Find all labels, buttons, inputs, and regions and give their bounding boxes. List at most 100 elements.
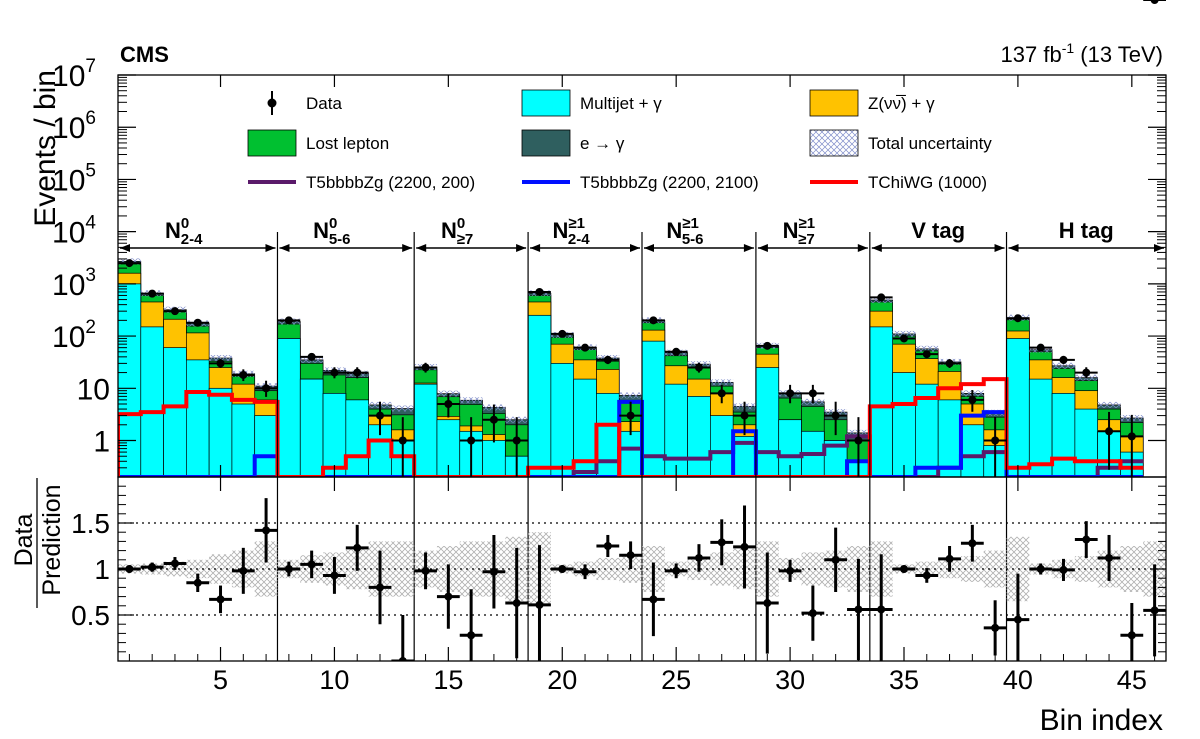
multijet-bar bbox=[527, 314, 552, 477]
multijet-bar bbox=[709, 415, 734, 477]
data-point bbox=[945, 359, 954, 368]
ratio-point bbox=[444, 592, 453, 601]
uncertainty-hatch bbox=[619, 392, 642, 399]
legend-label: e → γ bbox=[580, 134, 625, 153]
y-tick-label: 102 bbox=[52, 317, 96, 354]
multijet-bar bbox=[254, 415, 278, 477]
ratio-y-tick-label: 1 bbox=[94, 554, 110, 585]
data-point bbox=[239, 370, 248, 379]
region-arrow-head-right bbox=[857, 244, 868, 252]
data-point bbox=[808, 389, 817, 398]
legend-swatch-lostlep bbox=[247, 129, 297, 157]
x-tick-label: 45 bbox=[1117, 665, 1147, 695]
data-point bbox=[991, 436, 1000, 445]
region-label: N≥1 ≥7 bbox=[783, 215, 815, 248]
data-point bbox=[1105, 427, 1114, 436]
y-tick-label: 107 bbox=[52, 56, 96, 93]
data-point bbox=[193, 318, 202, 327]
ratio-point bbox=[1150, 606, 1159, 615]
region-label: N≥1 5-6 bbox=[666, 215, 703, 248]
multijet-bar bbox=[892, 372, 916, 477]
data-point bbox=[1036, 343, 1045, 352]
ratio-y-axis-title-num: Data bbox=[10, 514, 38, 567]
legend-label: T5bbbbZg (2200, 200) bbox=[306, 173, 475, 192]
uncertainty-hatch bbox=[1097, 401, 1121, 408]
data-point bbox=[262, 384, 271, 393]
multijet-bar bbox=[1051, 392, 1076, 477]
region-label: H tag bbox=[1059, 218, 1114, 243]
ratio-point bbox=[284, 565, 293, 573]
ratio-point bbox=[717, 538, 726, 547]
data-point bbox=[307, 352, 316, 361]
multijet-bar bbox=[208, 387, 233, 477]
ratio-band-bin bbox=[254, 541, 278, 597]
ratio-point bbox=[216, 595, 225, 604]
region-label: N0 5-6 bbox=[313, 215, 350, 248]
data-point bbox=[535, 287, 544, 296]
multijet-bar bbox=[823, 440, 848, 477]
multijet-bar bbox=[345, 399, 369, 477]
data-point bbox=[1150, 0, 1159, 4]
data-point bbox=[626, 411, 635, 420]
ratio-point bbox=[877, 605, 886, 614]
region-arrow-head-right bbox=[630, 244, 640, 252]
ratio-band-bin bbox=[596, 557, 620, 581]
legend-label: Data bbox=[306, 94, 342, 113]
ratio-point bbox=[694, 553, 703, 562]
data-point bbox=[1127, 432, 1136, 441]
region-label: V tag bbox=[911, 218, 965, 243]
data-point bbox=[603, 355, 612, 364]
ratio-point bbox=[1036, 565, 1045, 573]
multijet-bar bbox=[596, 392, 620, 477]
ratio-point bbox=[1082, 535, 1091, 544]
data-point bbox=[717, 389, 726, 398]
legend-swatch-zinv bbox=[809, 89, 859, 117]
top-y-axis-title: Events / bin bbox=[29, 70, 62, 227]
data-point bbox=[922, 350, 931, 359]
multijet-bar bbox=[299, 378, 324, 477]
x-tick-label: 25 bbox=[661, 665, 691, 695]
ratio-point bbox=[148, 563, 157, 572]
data-point bbox=[125, 259, 134, 268]
ratio-point bbox=[740, 542, 749, 551]
data-point bbox=[284, 316, 293, 325]
y-tick-label: 104 bbox=[52, 213, 96, 250]
x-tick-label: 10 bbox=[319, 665, 349, 695]
ratio-band-bin bbox=[1006, 536, 1030, 602]
ratio-point bbox=[900, 565, 908, 573]
ratio-point bbox=[831, 555, 840, 564]
ratio-point bbox=[376, 583, 384, 592]
data-point bbox=[649, 316, 658, 325]
ratio-point bbox=[193, 578, 202, 587]
legend-label: TChiWG (1000) bbox=[868, 173, 987, 192]
ratio-point bbox=[1127, 631, 1136, 640]
data-point bbox=[398, 436, 407, 445]
data-point bbox=[467, 436, 476, 445]
region-markers: N0 2-4 N0 5-6 N0 ≥7 N≥1 2-4 N≥1 5-6 N≥1 ≥7 V tag H ta… bbox=[120, 215, 1164, 661]
data-point bbox=[1059, 355, 1068, 364]
ratio-point bbox=[1013, 615, 1022, 624]
ratio-point bbox=[968, 539, 977, 548]
data-point bbox=[854, 436, 863, 445]
data-point bbox=[353, 368, 362, 377]
uncertainty-hatch bbox=[209, 355, 232, 362]
data-point bbox=[740, 411, 749, 420]
sig2-line bbox=[118, 399, 1144, 477]
ratio-point bbox=[558, 565, 567, 573]
ratio-axes: 0.5 1 1.5 5 10 15 20 25 30 35 40 45 bbox=[71, 476, 1167, 695]
uncertainty-hatch bbox=[1052, 362, 1075, 369]
ratio-point bbox=[535, 600, 544, 609]
ratio-point bbox=[603, 542, 612, 550]
ratio-point bbox=[786, 566, 795, 575]
multijet-bar bbox=[755, 367, 780, 477]
multijet-bar bbox=[869, 326, 893, 477]
ratio-point bbox=[330, 571, 339, 580]
data-point bbox=[1082, 368, 1091, 377]
data-point bbox=[672, 347, 681, 356]
signal-histograms bbox=[118, 377, 1144, 477]
multijet-bar bbox=[482, 440, 506, 477]
region-arrow-head-left bbox=[871, 244, 882, 252]
ratio-point bbox=[421, 566, 430, 575]
ratio-point bbox=[672, 566, 681, 575]
ratio-band-bin bbox=[960, 556, 984, 582]
